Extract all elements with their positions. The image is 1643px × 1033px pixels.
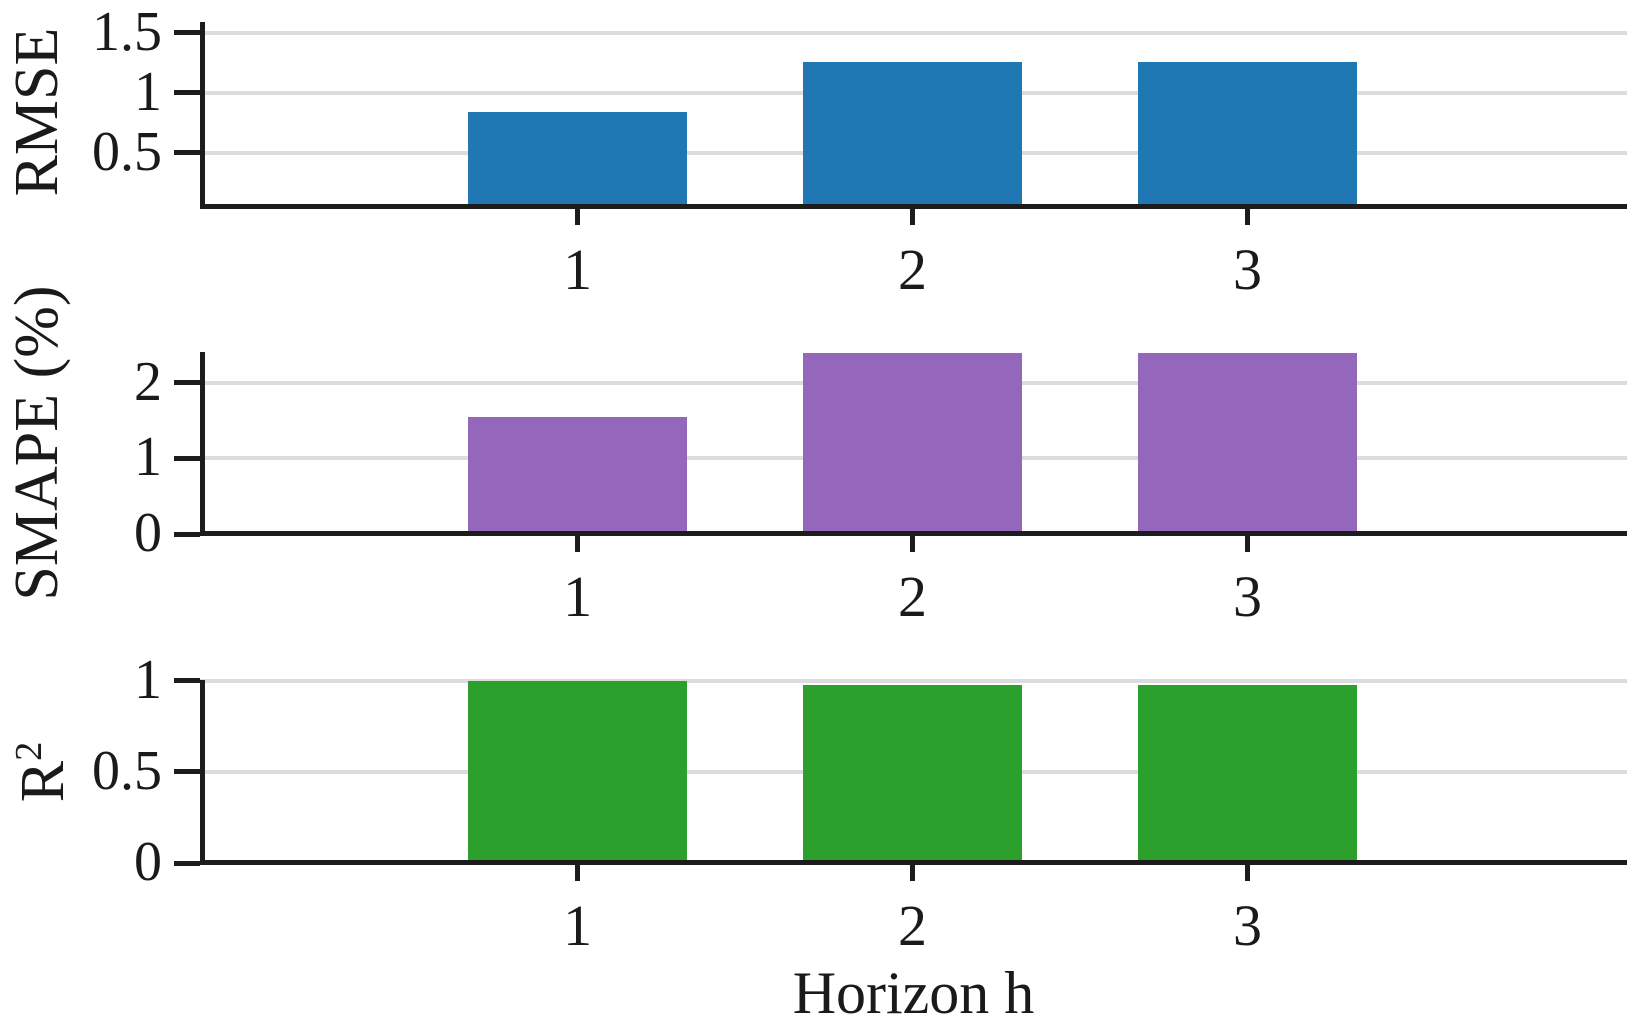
y-tick-label: 1 <box>134 426 162 489</box>
y-tick-label: 0.5 <box>92 739 162 802</box>
x-tick-mark <box>1245 865 1251 881</box>
y-axis-label-text: SMAPE (%) <box>2 285 71 601</box>
y-tick-label: 0.5 <box>92 120 162 183</box>
y-tick-mark <box>174 90 200 96</box>
x-tick-label: 2 <box>898 237 927 302</box>
bar <box>468 680 688 863</box>
x-tick-label: 3 <box>1233 893 1263 958</box>
x-tick-label: 1 <box>563 893 593 958</box>
y-tick-mark <box>174 678 200 684</box>
y-tick-mark <box>174 380 200 386</box>
y-tick-label: 2 <box>134 350 162 413</box>
x-tick-mark <box>575 536 581 552</box>
x-tick-label: 2 <box>898 564 927 629</box>
x-tick-mark <box>910 209 915 225</box>
y-axis-label-text: R <box>8 760 77 803</box>
x-tick-label: 3 <box>1233 237 1263 302</box>
y-tick-mark <box>174 30 200 36</box>
gridline <box>200 30 1627 35</box>
x-axis-spine <box>200 204 1627 209</box>
y-axis-label-r-squared: R2 <box>8 741 77 803</box>
y-tick-mark <box>174 860 200 866</box>
y-axis-label-superscript: 2 <box>8 741 51 761</box>
y-tick-label: 0 <box>134 501 162 564</box>
bar <box>1138 352 1358 534</box>
y-tick-mark <box>174 455 200 461</box>
y-axis-spine <box>200 22 205 207</box>
bar <box>1138 61 1358 207</box>
y-axis-label-smape: SMAPE (%) <box>2 285 71 601</box>
x-tick-mark <box>575 209 581 225</box>
x-tick-mark <box>575 865 581 881</box>
bar <box>1138 684 1358 863</box>
bar <box>468 112 688 207</box>
x-tick-label: 1 <box>563 564 593 629</box>
x-tick-label: 2 <box>898 893 927 958</box>
plot-area-r-squared: 0 0.5 1 <box>92 652 1627 890</box>
bar <box>802 61 1022 207</box>
y-tick-label: 1 <box>134 648 162 711</box>
x-axis-spine <box>200 531 1627 536</box>
y-tick-label: 1 <box>134 60 162 123</box>
x-tick-mark <box>910 865 915 881</box>
y-axis-spine <box>200 352 205 534</box>
x-tick-mark <box>1245 209 1251 225</box>
bar <box>468 416 688 534</box>
y-tick-label: 0 <box>134 830 162 893</box>
x-tick-mark <box>1245 536 1251 552</box>
bar <box>802 352 1022 534</box>
y-axis-spine <box>200 680 205 863</box>
plot-area-smape: 0 1 2 <box>134 352 1627 561</box>
y-tick-mark <box>174 150 200 156</box>
bar <box>802 684 1022 863</box>
plot-area-rmse: 0.5 1 1.5 <box>92 4 1627 225</box>
x-axis-spine <box>200 860 1627 865</box>
x-axis-label: Horizon h <box>792 960 1035 1026</box>
y-tick-label: 1.5 <box>92 0 162 63</box>
y-tick-mark <box>174 531 200 537</box>
x-tick-label: 1 <box>563 237 593 302</box>
y-axis-label-text: RMSE <box>2 27 71 197</box>
gridline <box>200 678 1627 683</box>
y-axis-label-rmse: RMSE <box>2 27 71 197</box>
x-tick-mark <box>910 536 915 552</box>
x-tick-label: 3 <box>1233 564 1263 629</box>
y-tick-mark <box>174 769 200 775</box>
